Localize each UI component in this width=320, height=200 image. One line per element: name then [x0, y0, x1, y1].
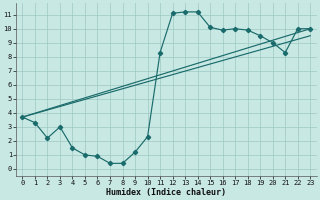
X-axis label: Humidex (Indice chaleur): Humidex (Indice chaleur)	[106, 188, 226, 197]
